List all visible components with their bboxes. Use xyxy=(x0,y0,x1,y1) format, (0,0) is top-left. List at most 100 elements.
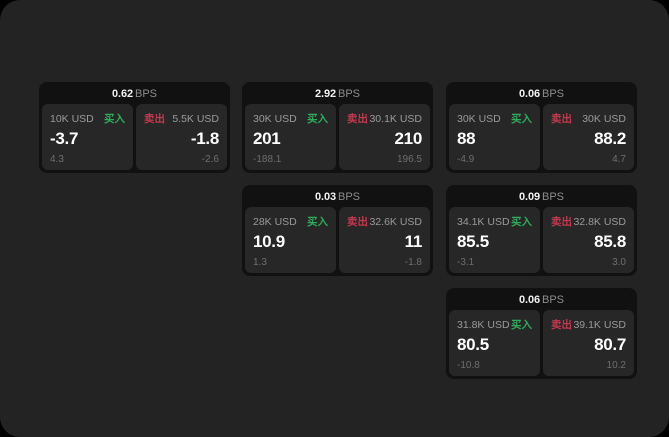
sell-quantity: 30K USD xyxy=(582,113,626,125)
buy-panel-top: 30K USD 买入 xyxy=(253,111,328,125)
buy-quantity: 34.1K USD xyxy=(457,216,510,228)
sell-quantity: 39.1K USD xyxy=(573,319,626,331)
sell-panel-top: 卖出 5.5K USD xyxy=(144,111,219,125)
buy-panel[interactable]: 30K USD 买入 201 -188.1 xyxy=(245,104,336,170)
sell-quantity: 30.1K USD xyxy=(369,113,422,125)
bps-unit-label: BPS xyxy=(338,88,361,100)
sell-panel-top: 卖出 32.8K USD xyxy=(551,214,626,228)
buy-price: 201 xyxy=(253,129,281,148)
sell-price: 210 xyxy=(394,129,423,148)
sell-price: 85.8 xyxy=(594,232,626,251)
sell-quantity: 32.6K USD xyxy=(369,216,422,228)
buy-price: 10.9 xyxy=(253,232,285,251)
buy-panel-top: 28K USD 买入 xyxy=(253,214,328,228)
sell-price: 88.2 xyxy=(594,129,626,148)
sell-delta: 196.5 xyxy=(396,154,422,165)
sell-panel-top: 卖出 30.1K USD xyxy=(347,111,422,125)
buy-quantity: 10K USD xyxy=(50,113,94,125)
buy-quantity: 30K USD xyxy=(457,113,501,125)
sell-panel-top: 卖出 39.1K USD xyxy=(551,317,626,331)
bps-unit-label: BPS xyxy=(542,191,565,203)
bps-value: 0.09 xyxy=(518,191,540,203)
buy-panel-top: 30K USD 买入 xyxy=(457,111,532,125)
buy-panel[interactable]: 10K USD 买入 -3.7 4.3 xyxy=(42,104,133,170)
bps-unit-label: BPS xyxy=(338,191,361,203)
buy-action-label: 买入 xyxy=(511,319,532,331)
buy-action-label: 买入 xyxy=(511,113,532,125)
sell-delta: 3.0 xyxy=(612,257,626,268)
card-sides: 30K USD 买入 201 -188.1 卖出 30.1K USD 210 1… xyxy=(242,104,433,173)
card-header: 0.06 BPS xyxy=(446,82,637,104)
sell-action-label: 卖出 xyxy=(551,216,572,228)
buy-delta: -10.8 xyxy=(457,360,480,371)
quote-card[interactable]: 0.06 BPS 31.8K USD 买入 80.5 -10.8 卖出 xyxy=(446,288,637,379)
buy-delta: 1.3 xyxy=(253,257,267,268)
buy-panel-top: 10K USD 买入 xyxy=(50,111,125,125)
buy-quantity: 28K USD xyxy=(253,216,297,228)
buy-action-label: 买入 xyxy=(307,216,328,228)
bps-value: 2.92 xyxy=(314,88,336,100)
buy-delta: -188.1 xyxy=(253,154,282,165)
card-header: 0.03 BPS xyxy=(242,185,433,207)
buy-delta: -4.9 xyxy=(457,154,475,165)
sell-panel-top: 卖出 32.6K USD xyxy=(347,214,422,228)
bps-value: 0.03 xyxy=(314,191,336,203)
sell-panel[interactable]: 卖出 5.5K USD -1.8 -2.6 xyxy=(136,104,227,170)
buy-panel[interactable]: 31.8K USD 买入 80.5 -10.8 xyxy=(449,310,540,376)
buy-action-label: 买入 xyxy=(104,113,125,125)
buy-panel-top: 31.8K USD 买入 xyxy=(457,317,532,331)
quote-card[interactable]: 0.03 BPS 28K USD 买入 10.9 1.3 卖出 xyxy=(242,185,433,276)
sell-action-label: 卖出 xyxy=(551,319,572,331)
buy-delta: -3.1 xyxy=(457,257,475,268)
buy-panel[interactable]: 34.1K USD 买入 85.5 -3.1 xyxy=(449,207,540,273)
bps-unit-label: BPS xyxy=(542,294,565,306)
sell-panel[interactable]: 卖出 32.8K USD 85.8 3.0 xyxy=(543,207,634,273)
sell-delta: -1.8 xyxy=(404,257,422,268)
buy-panel-top: 34.1K USD 买入 xyxy=(457,214,532,228)
sell-panel[interactable]: 卖出 30.1K USD 210 196.5 xyxy=(339,104,430,170)
card-header: 0.62 BPS xyxy=(39,82,230,104)
buy-price: 88 xyxy=(457,129,476,148)
quote-column-2: 2.92 BPS 30K USD 买入 201 -188.1 卖出 xyxy=(242,82,433,288)
sell-delta: -2.6 xyxy=(201,154,219,165)
card-sides: 10K USD 买入 -3.7 4.3 卖出 5.5K USD -1.8 -2.… xyxy=(39,104,230,173)
quote-column-1: 0.62 BPS 10K USD 买入 -3.7 4.3 卖出 xyxy=(39,82,230,185)
buy-quantity: 30K USD xyxy=(253,113,297,125)
buy-price: 85.5 xyxy=(457,232,489,251)
card-sides: 31.8K USD 买入 80.5 -10.8 卖出 39.1K USD 80.… xyxy=(446,310,637,379)
bps-value: 0.62 xyxy=(111,88,133,100)
sell-price: 80.7 xyxy=(594,335,626,354)
buy-panel[interactable]: 28K USD 买入 10.9 1.3 xyxy=(245,207,336,273)
sell-panel[interactable]: 卖出 39.1K USD 80.7 10.2 xyxy=(543,310,634,376)
sell-delta: 10.2 xyxy=(606,360,626,371)
card-header: 2.92 BPS xyxy=(242,82,433,104)
buy-quantity: 31.8K USD xyxy=(457,319,510,331)
buy-panel[interactable]: 30K USD 买入 88 -4.9 xyxy=(449,104,540,170)
bps-value: 0.06 xyxy=(518,88,540,100)
buy-action-label: 买入 xyxy=(511,216,532,228)
sell-quantity: 32.8K USD xyxy=(573,216,626,228)
card-sides: 28K USD 买入 10.9 1.3 卖出 32.6K USD 11 -1.8 xyxy=(242,207,433,276)
quote-card[interactable]: 0.06 BPS 30K USD 买入 88 -4.9 卖出 xyxy=(446,82,637,173)
quote-card-grid: 0.62 BPS 10K USD 买入 -3.7 4.3 卖出 xyxy=(39,82,637,382)
sell-action-label: 卖出 xyxy=(347,216,368,228)
card-header: 0.06 BPS xyxy=(446,288,637,310)
sell-action-label: 卖出 xyxy=(551,113,572,125)
card-header: 0.09 BPS xyxy=(446,185,637,207)
card-sides: 34.1K USD 买入 85.5 -3.1 卖出 32.8K USD 85.8… xyxy=(446,207,637,276)
sell-panel[interactable]: 卖出 32.6K USD 11 -1.8 xyxy=(339,207,430,273)
sell-panel-top: 卖出 30K USD xyxy=(551,111,626,125)
quote-column-3: 0.06 BPS 30K USD 买入 88 -4.9 卖出 xyxy=(446,82,637,391)
quote-card[interactable]: 0.62 BPS 10K USD 买入 -3.7 4.3 卖出 xyxy=(39,82,230,173)
buy-action-label: 买入 xyxy=(307,113,328,125)
sell-panel[interactable]: 卖出 30K USD 88.2 4.7 xyxy=(543,104,634,170)
sell-action-label: 卖出 xyxy=(144,113,165,125)
bps-unit-label: BPS xyxy=(135,88,158,100)
sell-quantity: 5.5K USD xyxy=(172,113,219,125)
sell-price: -1.8 xyxy=(190,129,219,148)
quote-card[interactable]: 2.92 BPS 30K USD 买入 201 -188.1 卖出 xyxy=(242,82,433,173)
buy-delta: 4.3 xyxy=(50,154,64,165)
quote-card[interactable]: 0.09 BPS 34.1K USD 买入 85.5 -3.1 卖出 xyxy=(446,185,637,276)
buy-price: 80.5 xyxy=(457,335,489,354)
